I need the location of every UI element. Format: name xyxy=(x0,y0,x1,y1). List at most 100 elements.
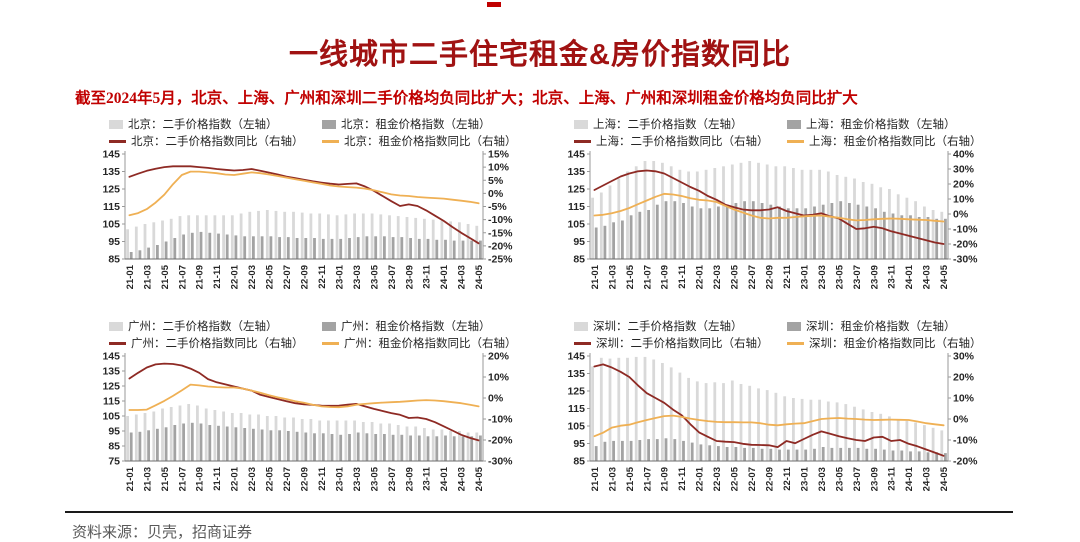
svg-text:24-05: 24-05 xyxy=(939,466,950,491)
svg-text:23-01: 23-01 xyxy=(334,264,345,289)
svg-text:21-01: 21-01 xyxy=(125,466,136,491)
svg-text:22-11: 22-11 xyxy=(317,466,328,490)
svg-text:125: 125 xyxy=(567,184,585,196)
svg-text:22-05: 22-05 xyxy=(730,264,741,289)
svg-text:21-05: 21-05 xyxy=(625,264,636,289)
legend-item: 广州：二手价格指数（左轴） xyxy=(109,318,322,334)
legend-label: 深圳：二手价格指数（左轴） xyxy=(593,321,743,333)
svg-text:125: 125 xyxy=(567,386,585,398)
svg-text:23-03: 23-03 xyxy=(817,467,828,491)
svg-text:22-03: 22-03 xyxy=(247,467,258,491)
svg-text:105: 105 xyxy=(567,421,585,433)
legend-item: 上海：租金价格指数同比（右轴） xyxy=(787,133,1000,149)
legend-line-swatch xyxy=(787,341,804,345)
svg-text:115: 115 xyxy=(103,396,120,408)
svg-text:23-09: 23-09 xyxy=(404,467,415,491)
svg-text:23-09: 23-09 xyxy=(869,467,880,491)
svg-text:10%: 10% xyxy=(953,393,975,405)
svg-text:85: 85 xyxy=(573,456,585,468)
legend-label: 广州：二手价格指数（左轴） xyxy=(128,321,278,333)
legend-line-swatch xyxy=(109,341,126,345)
legend-item: 北京：二手价格指数同比（右轴） xyxy=(109,133,322,149)
chart-plot-shanghai: 85 95 105 115 125 135 145 -30% -20% -10% 0% 10% 20% 3… xyxy=(567,149,978,289)
svg-text:-5%: -5% xyxy=(488,201,507,213)
svg-text:22-05: 22-05 xyxy=(730,466,741,491)
rent-index-bars xyxy=(594,201,947,260)
legend-bar-swatch xyxy=(787,321,801,331)
svg-text:22-09: 22-09 xyxy=(765,265,776,289)
secondhand-yoy-line xyxy=(128,165,480,245)
svg-text:145: 145 xyxy=(102,351,120,363)
axis-labels: 75 85 95 105 115 125 135 145 -30% -20% -10% 0% 10% 20… xyxy=(102,351,513,491)
legend-bar-swatch xyxy=(322,321,336,331)
svg-text:24-03: 24-03 xyxy=(922,467,933,491)
rent-yoy-line xyxy=(128,170,480,217)
legend-label: 北京：二手价格指数（左轴） xyxy=(128,119,278,131)
legend-bar-swatch xyxy=(574,321,588,331)
svg-text:24-05: 24-05 xyxy=(939,264,950,289)
svg-text:-15%: -15% xyxy=(488,227,513,239)
legend-line-swatch xyxy=(787,139,804,143)
svg-text:0%: 0% xyxy=(953,414,969,426)
svg-text:22-09: 22-09 xyxy=(300,467,311,491)
legend-line-swatch xyxy=(322,139,339,143)
legend-label: 深圳：租金价格指数（左轴） xyxy=(806,321,956,333)
svg-text:105: 105 xyxy=(102,411,120,423)
svg-text:145: 145 xyxy=(102,149,120,161)
svg-text:22-11: 22-11 xyxy=(317,264,328,288)
svg-text:21-11: 21-11 xyxy=(212,264,223,288)
svg-text:95: 95 xyxy=(108,426,120,438)
svg-text:23-05: 23-05 xyxy=(369,264,380,289)
legend-label: 深圳：租金价格指数同比（右轴） xyxy=(809,338,982,350)
svg-text:125: 125 xyxy=(102,184,120,196)
svg-text:-30%: -30% xyxy=(488,456,513,468)
svg-text:115: 115 xyxy=(568,403,585,415)
chart-plot-beijing: 85 95 105 115 125 135 145 -25% -20%-15%-10%-5%0%… xyxy=(102,149,513,289)
svg-text:23-03: 23-03 xyxy=(817,265,828,289)
svg-text:22-01: 22-01 xyxy=(230,264,241,289)
rent-yoy-line xyxy=(128,383,480,411)
rent-yoy-line xyxy=(593,192,945,223)
svg-text:22-07: 22-07 xyxy=(747,265,758,289)
svg-text:21-03: 21-03 xyxy=(607,467,618,491)
svg-text:10%: 10% xyxy=(953,194,975,206)
svg-text:23-05: 23-05 xyxy=(834,466,845,491)
svg-text:21-05: 21-05 xyxy=(160,264,171,289)
rent-yoy-line xyxy=(593,414,945,438)
legend-line-swatch xyxy=(574,341,591,345)
svg-text:22-05: 22-05 xyxy=(265,264,276,289)
legend-line-swatch xyxy=(109,139,126,143)
legend-bar-swatch xyxy=(109,321,123,331)
svg-text:24-05: 24-05 xyxy=(474,466,485,491)
page-title: 一线城市二手住宅租金&房价指数同比 xyxy=(289,39,791,72)
svg-text:135: 135 xyxy=(567,166,585,178)
svg-text:-20%: -20% xyxy=(953,239,978,251)
legend-label: 上海：租金价格指数同比（右轴） xyxy=(809,136,982,148)
footer-divider xyxy=(65,511,1013,513)
legend-bar-swatch xyxy=(574,119,588,129)
legend-label: 广州：租金价格指数（左轴） xyxy=(341,321,491,333)
rent-index-bars xyxy=(594,438,947,462)
secondhand-index-bars xyxy=(126,404,479,461)
svg-text:0%: 0% xyxy=(953,209,969,221)
svg-text:21-07: 21-07 xyxy=(177,467,188,491)
svg-text:0%: 0% xyxy=(488,393,504,405)
svg-text:135: 135 xyxy=(102,166,120,178)
legend-item: 广州：租金价格指数同比（右轴） xyxy=(322,335,535,351)
svg-text:-30%: -30% xyxy=(953,254,978,266)
svg-text:24-05: 24-05 xyxy=(474,264,485,289)
secondhand-yoy-line xyxy=(128,362,480,442)
legend-item: 北京：租金价格指数（左轴） xyxy=(322,116,535,132)
svg-text:24-01: 24-01 xyxy=(439,264,450,289)
svg-text:-10%: -10% xyxy=(953,435,978,447)
svg-text:105: 105 xyxy=(567,219,585,231)
svg-text:21-11: 21-11 xyxy=(677,466,688,490)
svg-text:115: 115 xyxy=(103,201,120,213)
svg-text:21-01: 21-01 xyxy=(590,264,601,289)
chart-plot-guangzhou: 75 85 95 105 115 125 135 145 -30% -20% -10% 0% 10% 20… xyxy=(102,351,513,491)
svg-text:21-11: 21-11 xyxy=(212,466,223,490)
svg-text:21-11: 21-11 xyxy=(677,264,688,288)
svg-text:22-09: 22-09 xyxy=(765,467,776,491)
legend-item: 广州：租金价格指数（左轴） xyxy=(322,318,535,334)
svg-text:21-01: 21-01 xyxy=(125,264,136,289)
